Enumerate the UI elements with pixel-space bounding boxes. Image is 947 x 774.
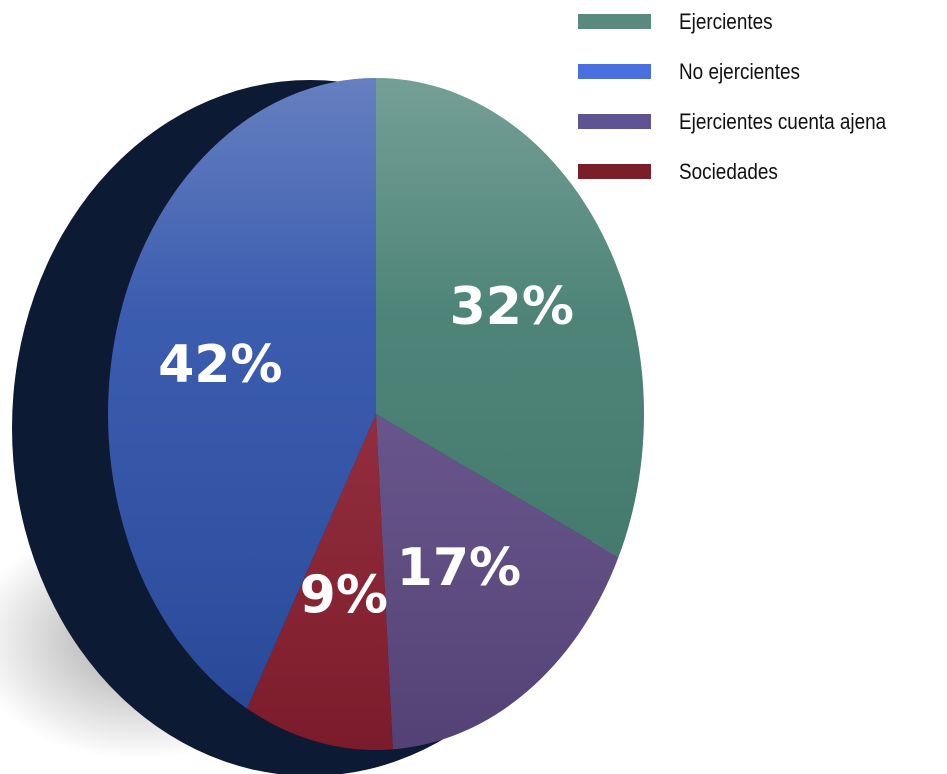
legend-label: Ejercientes cuenta ajena	[679, 108, 887, 134]
legend-swatch	[578, 14, 651, 29]
legend-item-sociedades: Sociedades	[578, 158, 920, 185]
slice-value-label: 17%	[397, 538, 521, 598]
legend-swatch	[578, 114, 651, 129]
slice-value-label: 32%	[450, 277, 574, 337]
legend-swatch	[578, 64, 651, 79]
slice-value-label: 42%	[158, 335, 282, 395]
pie-sheen	[108, 78, 644, 750]
pie-labels: 32% 17%9% 42%	[158, 277, 574, 625]
legend-item-no-ejercientes: No ejercientes	[578, 58, 920, 85]
legend: Ejercientes No ejercientes Ejercientes c…	[578, 8, 920, 208]
legend-label: Ejercientes	[679, 8, 773, 34]
legend-item-ejercientes: Ejercientes	[578, 8, 920, 35]
slice-value-label: 9%	[300, 565, 388, 625]
legend-item-ejercientes-cuenta-ajena: Ejercientes cuenta ajena	[578, 108, 920, 135]
legend-label: Sociedades	[679, 158, 778, 184]
legend-swatch	[578, 164, 651, 179]
legend-label: No ejercientes	[679, 58, 800, 84]
